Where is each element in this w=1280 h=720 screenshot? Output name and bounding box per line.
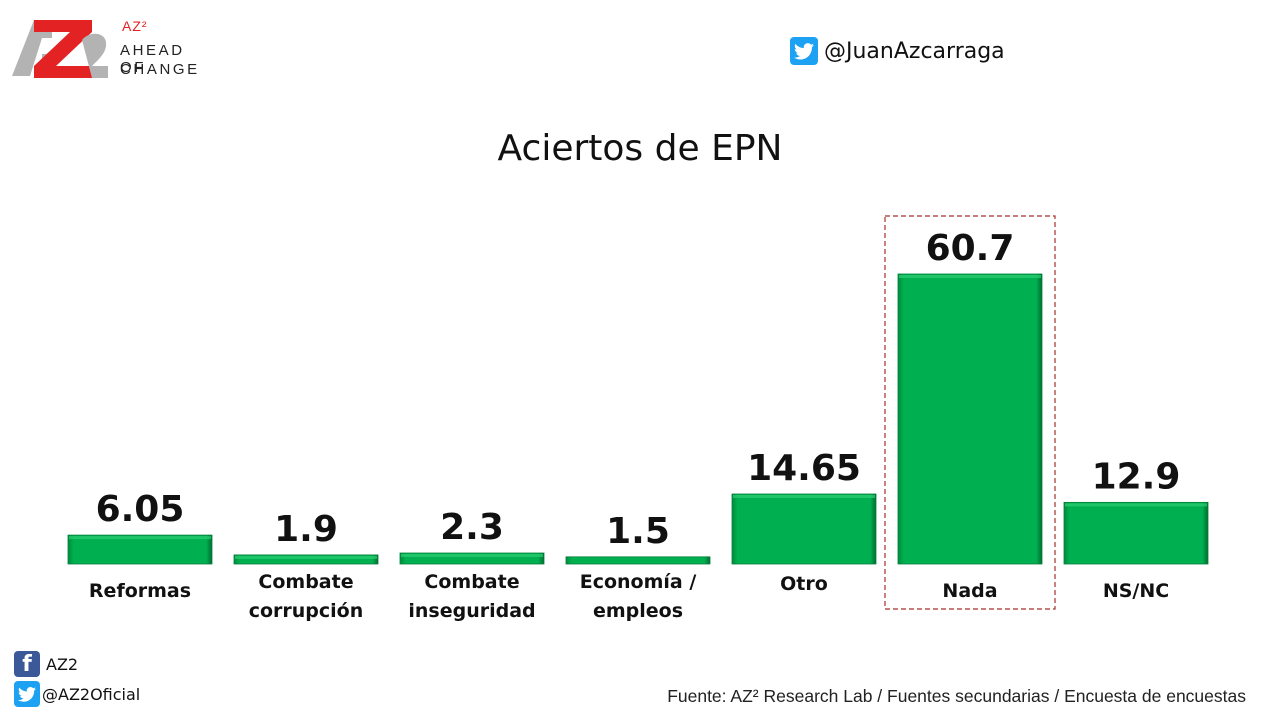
bar — [1063, 501, 1209, 565]
bar — [67, 534, 213, 565]
facebook-label: AZ2 — [46, 654, 79, 674]
data-label: 1.9 — [274, 509, 338, 550]
source-note: Fuente: AZ² Research Lab / Fuentes secun… — [667, 686, 1246, 706]
category-label: Reformas — [89, 580, 191, 602]
data-label: 60.7 — [926, 228, 1015, 269]
data-label: 2.3 — [440, 507, 504, 548]
bar-bevel — [733, 495, 875, 499]
logo-brand-text: AZ² — [122, 18, 148, 34]
facebook-icon: f — [14, 651, 40, 677]
chart-title: Aciertos de EPN — [497, 128, 783, 169]
az2-logo: AZ² AHEAD OF CHANGE — [12, 14, 212, 80]
data-label: 14.65 — [747, 448, 861, 489]
logo-tagline-line1: AHEAD OF — [120, 42, 185, 76]
category-label: Combate — [424, 571, 519, 593]
bar-bevel — [401, 554, 543, 558]
highlight-box — [884, 215, 1056, 610]
category-label: Combate — [258, 571, 353, 593]
category-label: corrupción — [249, 600, 364, 622]
social-links: f AZ2 @AZ2Oficial — [14, 649, 140, 709]
twitter-handle-text: @JuanAzcarraga — [824, 38, 1005, 64]
bar-bevel — [1065, 503, 1207, 507]
bar-bevel — [899, 275, 1041, 278]
category-label: empleos — [593, 600, 683, 622]
twitter-bird-icon — [14, 681, 40, 707]
data-label: 1.5 — [606, 511, 670, 552]
az2-logo-mark — [12, 20, 108, 78]
twitter-handle-link[interactable]: @JuanAzcarraga — [790, 37, 1005, 65]
bar — [897, 273, 1043, 565]
data-label: 6.05 — [96, 489, 185, 530]
category-label: Otro — [780, 573, 828, 595]
facebook-link[interactable]: f AZ2 — [14, 649, 140, 679]
category-label: inseguridad — [408, 600, 535, 622]
twitter-label: @AZ2Oficial — [42, 684, 141, 704]
bar — [233, 554, 379, 565]
category-label: Nada — [942, 580, 997, 602]
logo-tagline-line2: CHANGE — [120, 61, 200, 78]
bar-bevel — [235, 555, 377, 559]
bar — [565, 556, 711, 565]
bar — [731, 493, 877, 565]
category-label: Economía / — [580, 571, 697, 593]
bar — [399, 552, 545, 565]
twitter-link[interactable]: @AZ2Oficial — [14, 679, 140, 709]
twitter-bird-icon — [790, 37, 818, 65]
bar-bevel — [69, 536, 211, 540]
data-label: 12.9 — [1092, 456, 1181, 497]
category-label: NS/NC — [1103, 580, 1169, 602]
